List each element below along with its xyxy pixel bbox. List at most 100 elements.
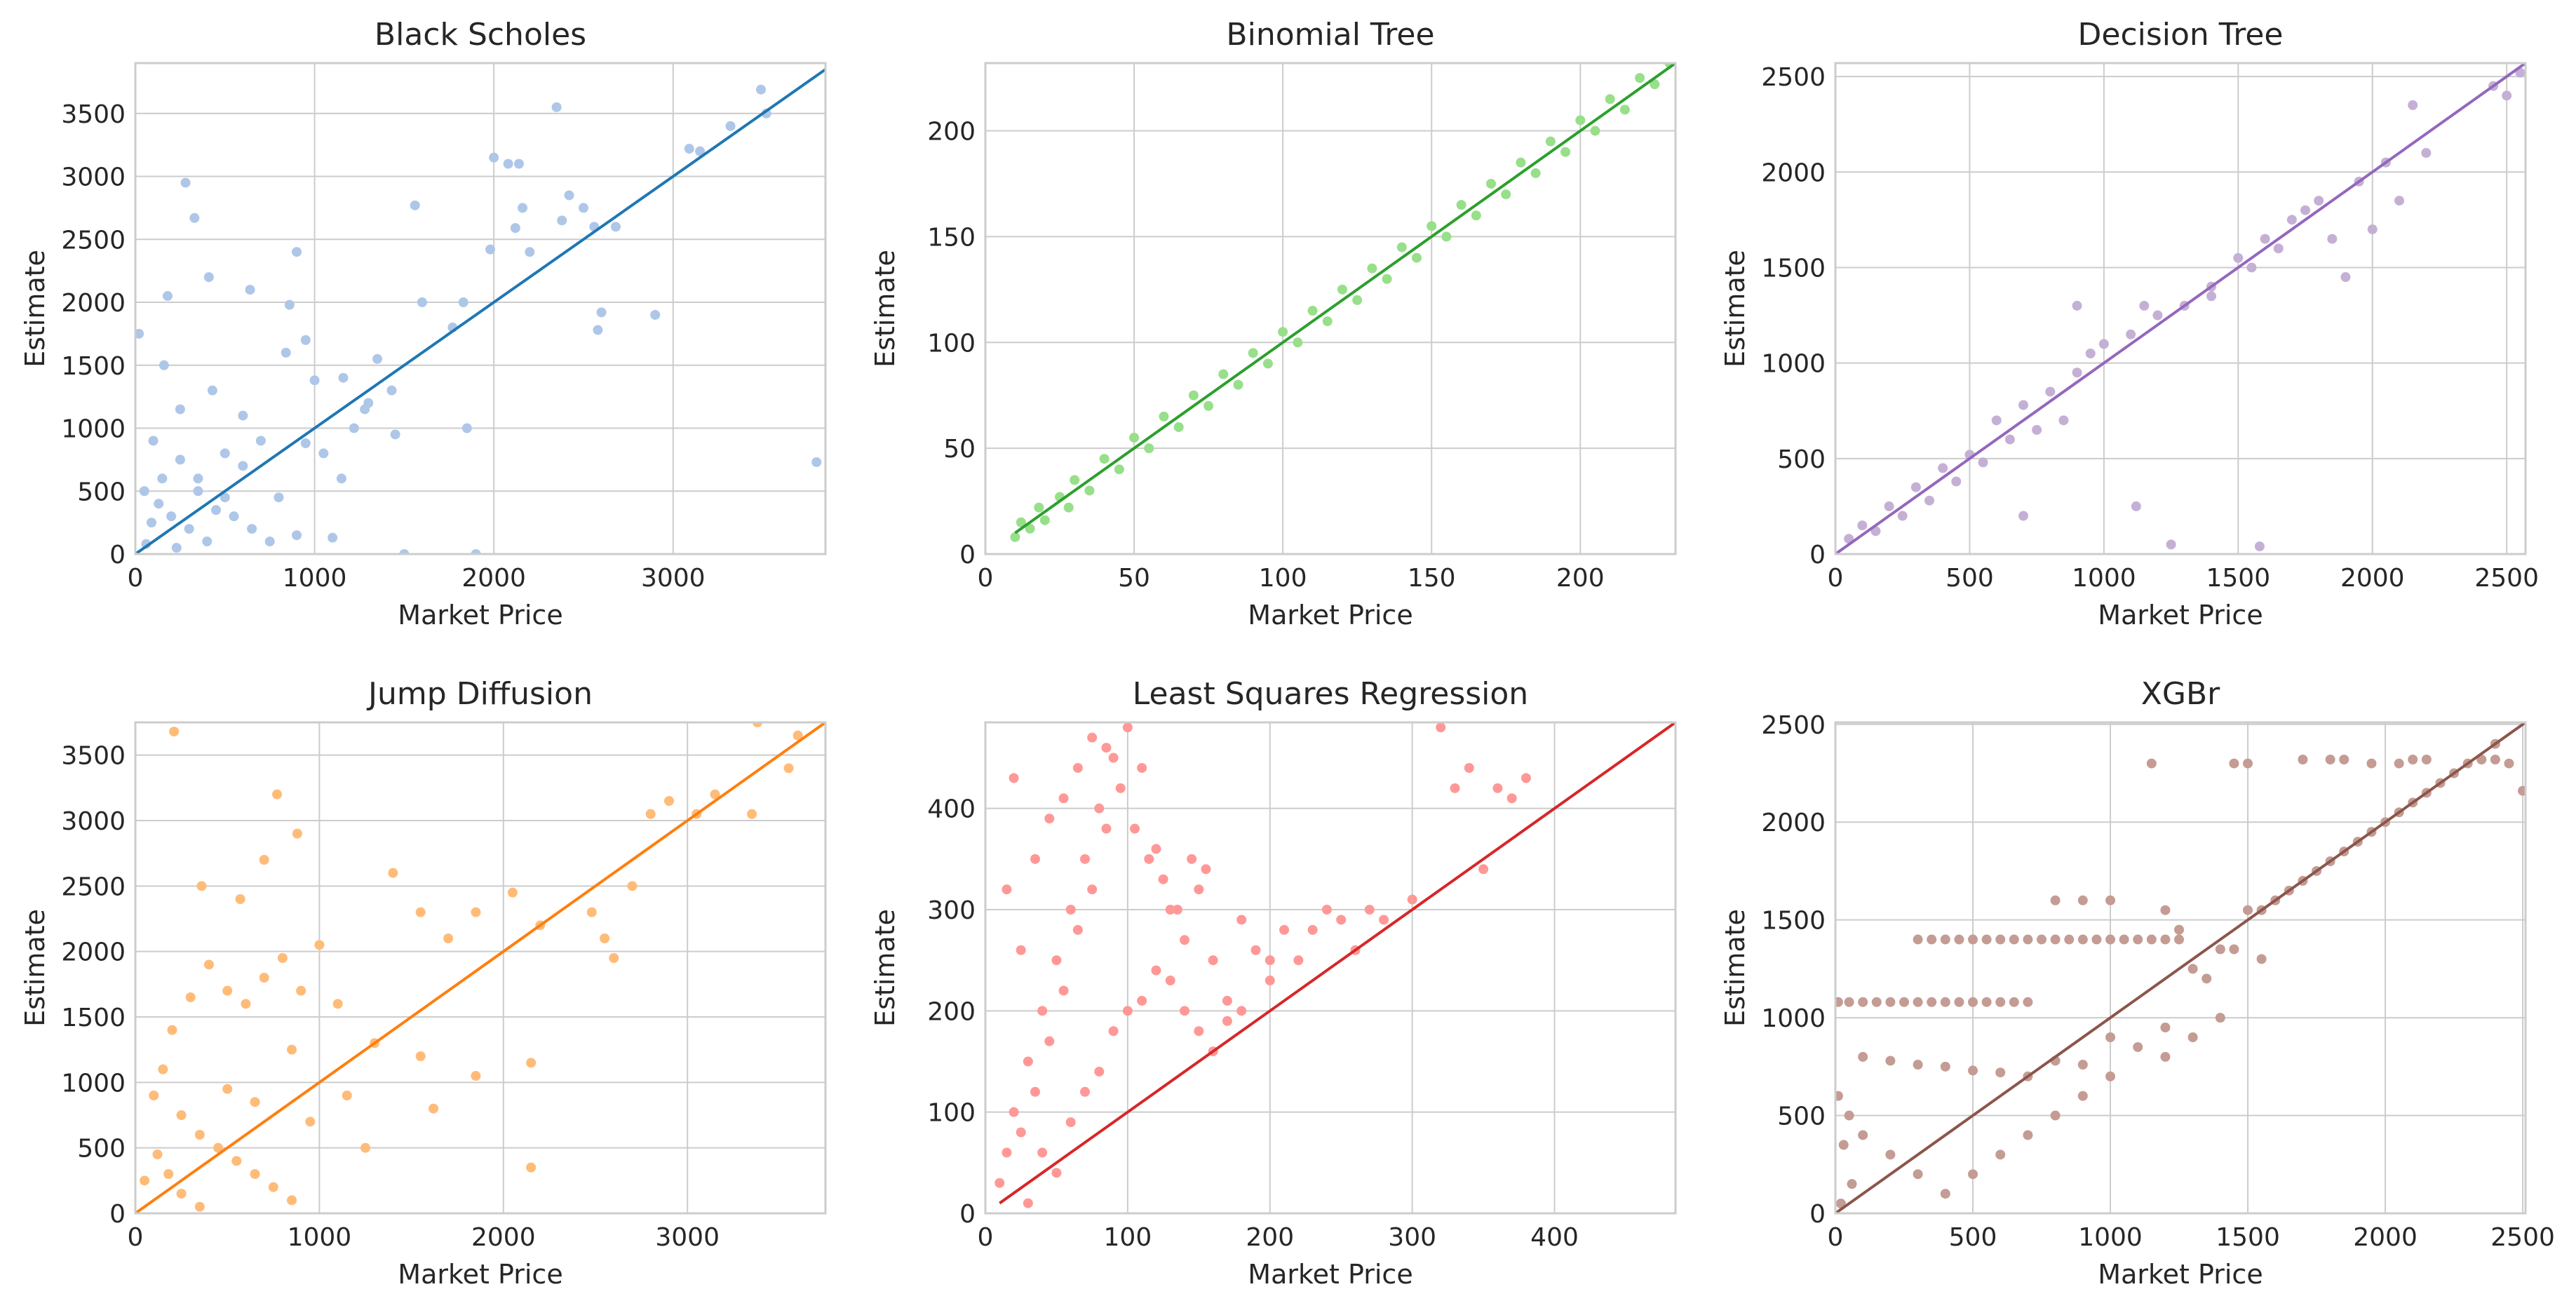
data-point bbox=[429, 1103, 439, 1114]
plot-area bbox=[994, 722, 1675, 1208]
data-point bbox=[2327, 234, 2338, 244]
plot-area bbox=[1010, 63, 1675, 542]
x-tick-label: 1500 bbox=[2206, 564, 2271, 593]
reference-line bbox=[999, 722, 1675, 1205]
data-point bbox=[1194, 884, 1204, 895]
x-tick-label: 0 bbox=[978, 1223, 994, 1252]
data-point bbox=[241, 999, 251, 1009]
data-point bbox=[1322, 316, 1333, 327]
data-point bbox=[2146, 758, 2157, 769]
data-point bbox=[149, 1091, 159, 1100]
data-point bbox=[1208, 955, 1218, 966]
data-point bbox=[1427, 221, 1437, 231]
y-tick-label: 2000 bbox=[1761, 159, 1826, 187]
data-point bbox=[2072, 368, 2082, 378]
data-point bbox=[2018, 511, 2029, 521]
y-axis-label: Estimate bbox=[870, 909, 901, 1027]
data-point bbox=[2050, 934, 2061, 945]
x-tick-label: 2000 bbox=[2353, 1223, 2417, 1252]
y-axis-label: Estimate bbox=[20, 250, 50, 368]
data-point bbox=[1871, 997, 1882, 1007]
data-point bbox=[1065, 905, 1076, 915]
data-point bbox=[349, 423, 359, 433]
x-tick-label: 0 bbox=[128, 1223, 144, 1252]
data-point bbox=[1478, 864, 1489, 875]
data-point bbox=[2325, 754, 2335, 764]
y-tick-label: 0 bbox=[109, 1200, 126, 1229]
y-tick-label: 1500 bbox=[1761, 907, 1826, 936]
data-point bbox=[2394, 758, 2404, 769]
data-point bbox=[471, 549, 481, 554]
data-point bbox=[1158, 874, 1168, 884]
x-tick-label: 1000 bbox=[2072, 564, 2136, 593]
data-point bbox=[147, 518, 157, 528]
x-axis-label: Market Price bbox=[398, 600, 562, 631]
data-point bbox=[342, 1091, 352, 1100]
data-point bbox=[1063, 502, 1074, 513]
data-point bbox=[1450, 783, 1460, 793]
data-point bbox=[171, 543, 182, 553]
data-point bbox=[1144, 443, 1154, 454]
data-point bbox=[2105, 1071, 2116, 1081]
data-point bbox=[1173, 422, 1184, 432]
chart-title: Black Scholes bbox=[375, 17, 586, 53]
data-point bbox=[578, 203, 588, 213]
data-point bbox=[1884, 501, 1894, 511]
data-point bbox=[1441, 231, 1452, 242]
chart-panel-5: 0 100 200 300 400 0 100 200 300 400 Least Squares … bbox=[870, 676, 1677, 1290]
data-point bbox=[332, 999, 343, 1009]
data-point bbox=[2133, 1041, 2143, 1052]
data-point bbox=[222, 985, 233, 996]
data-point bbox=[1293, 955, 1304, 966]
data-point bbox=[443, 933, 454, 943]
data-point bbox=[292, 530, 302, 541]
data-point bbox=[140, 1175, 150, 1186]
data-point bbox=[1034, 502, 1044, 513]
data-point bbox=[1927, 934, 1937, 945]
data-point bbox=[1203, 400, 1214, 411]
data-point bbox=[2119, 934, 2129, 945]
data-point bbox=[274, 492, 284, 503]
data-point bbox=[1080, 1086, 1091, 1097]
data-point bbox=[1016, 1127, 1026, 1138]
data-point bbox=[1037, 1147, 1048, 1158]
data-point bbox=[1913, 997, 1923, 1007]
data-point bbox=[1352, 295, 1363, 305]
x-tick-label: 1000 bbox=[283, 564, 347, 593]
x-tick-label: 500 bbox=[1946, 564, 1994, 593]
data-point bbox=[2256, 954, 2267, 964]
data-point bbox=[627, 881, 638, 891]
data-point bbox=[300, 335, 311, 345]
data-point bbox=[1278, 327, 1288, 337]
data-point bbox=[1486, 178, 1497, 189]
data-point bbox=[1129, 433, 1140, 443]
data-point bbox=[1899, 997, 1910, 1007]
x-tick-label: 200 bbox=[1246, 1223, 1294, 1252]
data-point bbox=[783, 763, 794, 774]
data-point bbox=[2215, 1013, 2225, 1023]
data-point bbox=[1065, 1117, 1076, 1128]
data-point bbox=[663, 796, 674, 806]
data-point bbox=[684, 144, 694, 154]
data-point bbox=[1080, 854, 1091, 864]
chart-title: Least Squares Regression bbox=[1133, 676, 1528, 712]
data-point bbox=[193, 486, 203, 497]
data-point bbox=[1605, 94, 1615, 104]
data-point bbox=[2286, 215, 2297, 225]
data-point bbox=[163, 1169, 174, 1179]
data-point bbox=[2032, 424, 2042, 435]
y-tick-label: 2500 bbox=[61, 872, 126, 901]
data-point bbox=[2394, 196, 2405, 206]
data-point bbox=[526, 1162, 537, 1173]
axes-frame bbox=[984, 721, 1677, 1215]
data-point bbox=[176, 1110, 187, 1120]
data-point bbox=[1094, 1066, 1105, 1077]
data-point bbox=[1051, 955, 1062, 966]
data-point bbox=[2366, 758, 2377, 769]
data-point bbox=[1321, 905, 1332, 915]
data-point bbox=[2045, 386, 2056, 397]
x-axis-label: Market Price bbox=[398, 1259, 562, 1290]
data-point bbox=[1262, 358, 1273, 369]
data-point bbox=[194, 1130, 205, 1140]
